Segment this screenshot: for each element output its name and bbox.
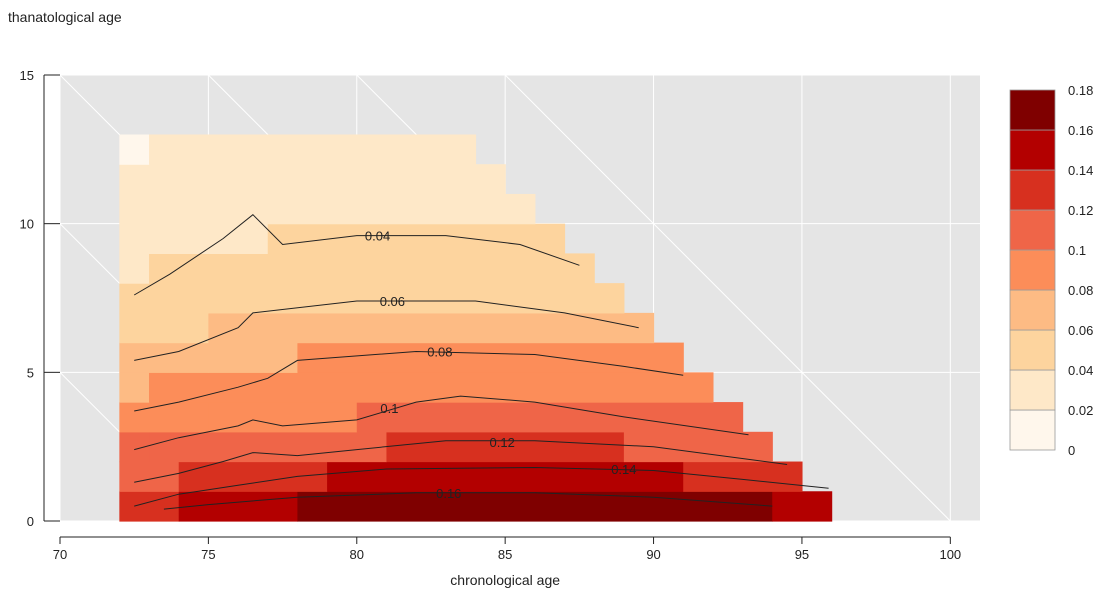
x-tick-label: 75: [201, 547, 215, 562]
y-tick-label: 10: [20, 217, 34, 232]
contour-label: 0.12: [490, 435, 515, 450]
x-tick-label: 95: [795, 547, 809, 562]
heatmap-cell: [119, 461, 180, 492]
grid-line-diagonal: [60, 520, 61, 521]
heatmap-cell: [119, 342, 209, 373]
contour-line: [163, 492, 773, 510]
heatmap-cell: [386, 431, 625, 463]
legend-label: 0: [1068, 443, 1075, 458]
heatmap-cell: [119, 312, 209, 344]
heatmap-cell: [119, 223, 269, 254]
axis-layer: 70 75 80 85 90 95 100 0 5 10 15: [20, 68, 962, 562]
legend-label: 0.12: [1068, 203, 1093, 218]
legend-swatch: [1009, 329, 1056, 371]
heatmap-cell: [267, 223, 566, 254]
heatmap-cell: [149, 372, 714, 403]
x-tick-label: 85: [498, 547, 512, 562]
legend-swatch: [1009, 249, 1056, 291]
contour-line: [134, 466, 829, 507]
legend-label: 0.14: [1068, 163, 1093, 178]
contour-line: [134, 440, 788, 483]
legend-label: 0.06: [1068, 323, 1093, 338]
x-tick-label: 100: [939, 547, 961, 562]
heatmap-cell: [149, 134, 477, 165]
heatmap-cell: [119, 372, 150, 403]
legend-swatch: [1009, 89, 1056, 131]
legend-label: 0.02: [1068, 403, 1093, 418]
legend-swatch: [1009, 409, 1056, 451]
heatmap-cell: [119, 134, 150, 165]
heatmap-cell: [356, 402, 744, 433]
contour-label: 0.08: [427, 345, 452, 360]
legend: 0 0.02 0.04 0.06 0.08 0.1 0.12 0.14 0.16 0.18: [1009, 83, 1093, 458]
x-tick-label: 80: [350, 547, 364, 562]
contour-line: [134, 300, 639, 361]
heatmap-layer: [119, 134, 833, 522]
contour-line: [133, 214, 580, 296]
legend-swatch: [1009, 129, 1056, 171]
y-axis-label: thanatological age: [8, 9, 122, 25]
heatmap-cell: [149, 253, 595, 284]
heatmap-cell: [297, 342, 684, 373]
heatmap-cell: [119, 491, 180, 522]
heatmap-cell: [119, 283, 625, 314]
heatmap-cell: [178, 491, 299, 522]
y-tick-label: 5: [27, 365, 34, 380]
legend-label: 0.1: [1068, 243, 1086, 258]
heatmap-cell: [149, 431, 209, 463]
heatmap-cell: [327, 461, 684, 492]
legend-swatch: [1009, 289, 1056, 331]
heatmap-cell: [119, 164, 506, 195]
x-axis-label: chronological age: [450, 572, 560, 588]
contour-line: [134, 350, 684, 412]
heatmap-cell: [208, 342, 299, 373]
heatmap-cell: [119, 193, 536, 225]
legend-swatch: [1009, 209, 1056, 251]
y-tick-label: 15: [20, 68, 34, 83]
y-tick-label: 0: [27, 514, 34, 529]
heatmap-cell: [208, 312, 655, 344]
heatmap-cell: [178, 461, 328, 492]
contour-label: 0.06: [380, 294, 405, 309]
contour-label: 0.1: [380, 401, 398, 416]
heatmap-cell: [119, 402, 209, 433]
heatmap-cell: [297, 491, 773, 522]
heatmap-cell: [119, 253, 150, 284]
contour-label: 0.16: [436, 486, 461, 501]
contour-label: 0.04: [365, 229, 390, 244]
legend-label: 0.18: [1068, 83, 1093, 98]
grid-line-diagonal: [504, 75, 951, 521]
heatmap-cell: [772, 491, 833, 522]
contour-label: 0.14: [611, 462, 636, 477]
legend-label: 0.04: [1068, 363, 1093, 378]
legend-swatch: [1009, 369, 1056, 411]
contour-layer: 0.04 0.06 0.08 0.1 0.12 0.14 0.16: [133, 214, 829, 510]
x-tick-label: 90: [646, 547, 660, 562]
x-tick-label: 70: [53, 547, 67, 562]
heatmap-cell: [623, 431, 773, 463]
legend-swatch: [1009, 169, 1056, 211]
legend-label: 0.08: [1068, 283, 1093, 298]
legend-label: 0.16: [1068, 123, 1093, 138]
contour-line: [134, 395, 749, 451]
heatmap-cell: [683, 461, 803, 492]
